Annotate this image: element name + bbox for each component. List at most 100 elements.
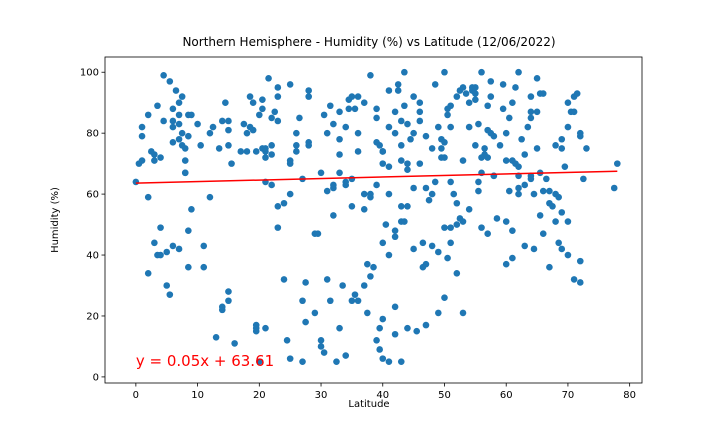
- data-point: [431, 178, 439, 186]
- data-point: [444, 254, 451, 262]
- data-point: [181, 169, 189, 177]
- data-point: [376, 142, 383, 149]
- data-point: [336, 169, 343, 177]
- data-point: [215, 145, 223, 152]
- data-point: [370, 263, 377, 271]
- data-point: [465, 206, 473, 213]
- data-point: [330, 212, 337, 219]
- data-point: [280, 199, 288, 207]
- data-point: [465, 123, 473, 131]
- plot-frame: [104, 56, 643, 384]
- data-point: [268, 114, 275, 122]
- data-point: [404, 120, 411, 128]
- data-point: [428, 145, 436, 152]
- data-point: [354, 297, 362, 305]
- data-point: [521, 242, 529, 250]
- data-point: [447, 224, 454, 231]
- data-point: [435, 309, 442, 317]
- data-point: [274, 202, 282, 210]
- data-point: [397, 117, 405, 125]
- data-point: [576, 257, 584, 265]
- data-point: [169, 139, 177, 146]
- data-point: [265, 75, 272, 82]
- data-point: [373, 337, 380, 344]
- data-point: [336, 108, 343, 116]
- data-point: [561, 163, 569, 170]
- y-tick-label: 60: [86, 190, 99, 201]
- data-point: [539, 230, 547, 238]
- data-point: [493, 215, 501, 222]
- data-point: [404, 160, 411, 167]
- data-point: [286, 355, 294, 362]
- data-point: [240, 120, 248, 128]
- data-point: [376, 346, 383, 353]
- data-point: [379, 160, 387, 167]
- data-point: [268, 142, 275, 149]
- data-point: [379, 239, 387, 247]
- data-point: [558, 135, 566, 143]
- data-point: [391, 303, 399, 311]
- data-point: [484, 230, 491, 238]
- data-point: [441, 294, 448, 301]
- data-point: [410, 93, 417, 100]
- data-point: [323, 129, 331, 137]
- data-point: [262, 324, 269, 332]
- data-point: [459, 309, 467, 317]
- data-point: [160, 117, 167, 125]
- data-point: [502, 260, 510, 268]
- data-point: [518, 135, 525, 143]
- data-point: [527, 114, 535, 122]
- data-point: [172, 87, 180, 94]
- data-point: [570, 276, 578, 283]
- data-point: [367, 273, 374, 280]
- data-point: [169, 123, 177, 131]
- data-point: [521, 181, 529, 189]
- data-point: [178, 129, 186, 137]
- data-point: [252, 148, 260, 155]
- data-point: [296, 114, 303, 122]
- data-point: [320, 349, 328, 356]
- data-point: [391, 330, 399, 338]
- data-point: [428, 190, 436, 198]
- data-point: [175, 111, 183, 119]
- data-point: [367, 71, 374, 79]
- data-point: [194, 120, 201, 128]
- data-point: [274, 93, 282, 100]
- data-point: [181, 145, 189, 152]
- data-point: [425, 196, 433, 204]
- data-point: [487, 78, 495, 85]
- data-point: [271, 108, 279, 116]
- data-point: [256, 358, 263, 365]
- data-point: [419, 239, 427, 247]
- data-point: [422, 184, 430, 192]
- data-point: [305, 142, 312, 149]
- data-point: [280, 276, 288, 283]
- data-point: [505, 187, 513, 195]
- data-point: [188, 111, 195, 119]
- data-point: [379, 355, 387, 362]
- x-axis-label: Latitude: [348, 399, 389, 410]
- data-point: [188, 206, 195, 213]
- chart-title: Northern Hemisphere - Humidity (%) vs La…: [182, 35, 555, 49]
- y-axis: 0 20 40 60 80 100: [80, 68, 105, 383]
- data-point: [305, 93, 312, 100]
- data-point: [583, 145, 590, 152]
- data-point: [268, 181, 275, 189]
- data-point: [576, 132, 584, 140]
- data-point: [157, 251, 164, 259]
- data-point: [459, 157, 467, 164]
- data-point: [397, 142, 405, 149]
- data-point: [564, 123, 572, 131]
- data-point: [438, 145, 445, 152]
- x-tick-label: 40: [376, 390, 389, 401]
- data-point: [385, 358, 393, 365]
- data-point: [252, 321, 260, 329]
- data-point: [348, 202, 356, 210]
- data-point: [530, 190, 538, 198]
- data-point: [259, 105, 266, 113]
- data-points: [132, 68, 621, 365]
- data-point: [336, 324, 343, 332]
- data-point: [157, 224, 164, 231]
- data-point: [385, 87, 393, 94]
